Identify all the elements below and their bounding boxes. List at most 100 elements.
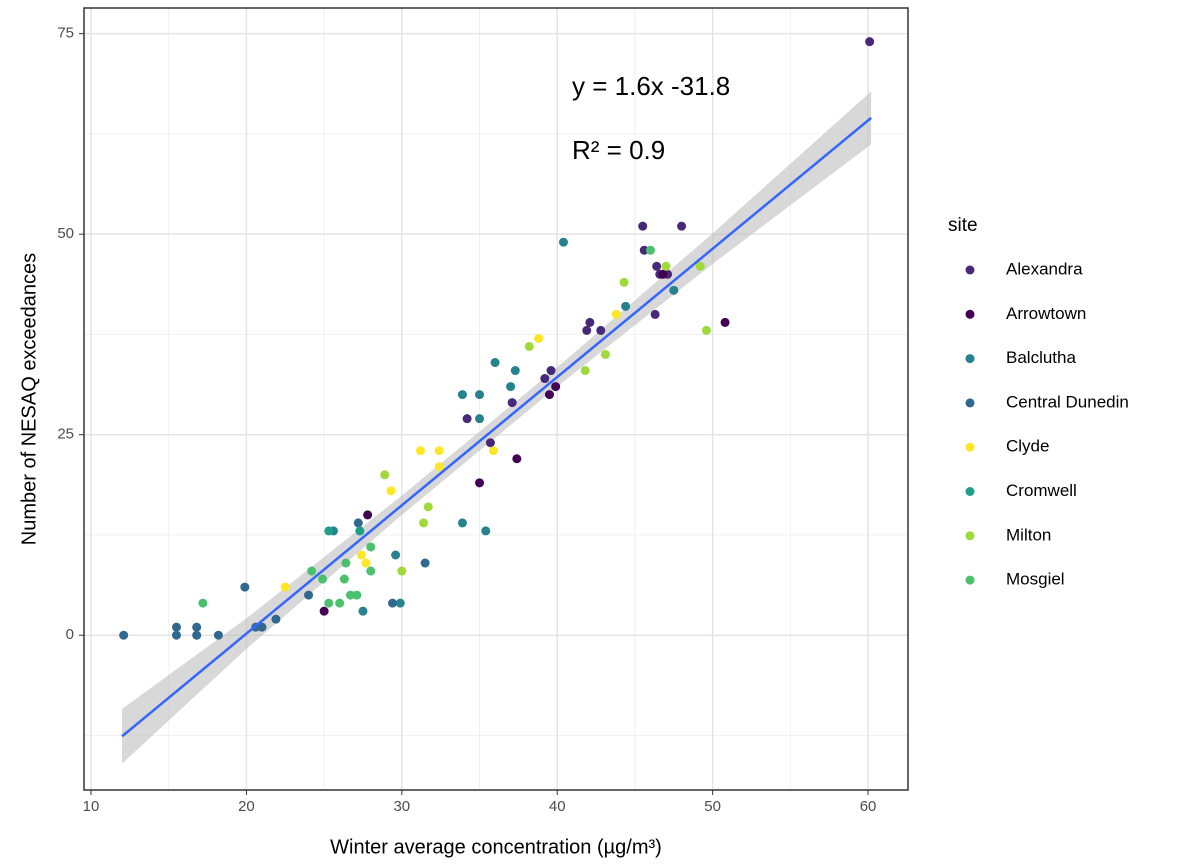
point xyxy=(171,630,181,640)
point xyxy=(534,333,544,343)
point xyxy=(346,590,356,600)
point xyxy=(600,349,610,359)
point xyxy=(356,550,366,560)
point xyxy=(213,630,223,640)
point xyxy=(391,550,401,560)
point xyxy=(335,598,345,608)
point xyxy=(198,598,208,608)
legend-label: Clyde xyxy=(1006,437,1049,456)
point xyxy=(419,518,429,528)
point xyxy=(677,221,687,231)
legend-marker xyxy=(965,398,975,408)
point xyxy=(580,366,590,376)
point xyxy=(661,261,671,271)
point xyxy=(423,502,433,512)
legend-marker xyxy=(965,531,975,541)
point xyxy=(395,598,405,608)
x-tick-label: 10 xyxy=(83,798,100,815)
point xyxy=(489,446,499,456)
point xyxy=(387,598,397,608)
point xyxy=(280,582,290,592)
point xyxy=(551,382,561,392)
point xyxy=(192,630,202,640)
point xyxy=(639,245,649,255)
point xyxy=(558,237,568,247)
point xyxy=(695,261,705,271)
point xyxy=(324,598,334,608)
point xyxy=(506,382,516,392)
point xyxy=(257,622,267,632)
point xyxy=(475,390,485,400)
legend-marker xyxy=(965,309,975,319)
point xyxy=(619,277,629,287)
point xyxy=(304,590,314,600)
legend-marker xyxy=(965,442,975,452)
point xyxy=(462,414,472,424)
y-tick-label: 25 xyxy=(57,426,74,443)
point xyxy=(192,622,202,632)
legend-label: Mosgiel xyxy=(1006,570,1065,589)
point xyxy=(596,325,606,335)
x-axis-title: Winter average concentration (µg/m³) xyxy=(330,836,662,858)
legend-label: Alexandra xyxy=(1006,259,1083,278)
point xyxy=(512,454,522,464)
point xyxy=(457,390,467,400)
point xyxy=(119,630,129,640)
legend-marker xyxy=(965,354,975,364)
point xyxy=(865,37,875,47)
point xyxy=(507,398,517,408)
point xyxy=(341,558,351,568)
point xyxy=(546,366,556,376)
point xyxy=(358,606,368,616)
legend-label: Cromwell xyxy=(1006,481,1077,500)
point xyxy=(720,317,730,327)
annotation: y = 1.6x -31.8 xyxy=(572,71,730,101)
point xyxy=(611,309,621,319)
y-tick-label: 0 xyxy=(66,626,74,643)
point xyxy=(485,438,495,448)
point xyxy=(363,510,373,520)
y-tick-label: 50 xyxy=(57,225,74,242)
point xyxy=(318,574,328,584)
point xyxy=(650,309,660,319)
point xyxy=(669,285,679,295)
legend-label: Arrowtown xyxy=(1006,304,1086,323)
x-tick-label: 20 xyxy=(238,798,255,815)
fit-line xyxy=(121,116,872,738)
point xyxy=(540,374,550,384)
point xyxy=(319,606,329,616)
legend-marker xyxy=(965,265,975,275)
point xyxy=(701,325,711,335)
point xyxy=(658,269,668,279)
x-tick-label: 50 xyxy=(704,798,721,815)
plot-border xyxy=(83,7,909,791)
point xyxy=(355,526,365,536)
point xyxy=(352,590,362,600)
point xyxy=(171,622,181,632)
point xyxy=(366,566,376,576)
point xyxy=(380,470,390,480)
point xyxy=(386,486,396,496)
point xyxy=(271,614,281,624)
point xyxy=(307,566,317,576)
point xyxy=(524,341,534,351)
point xyxy=(457,518,467,528)
point xyxy=(397,566,407,576)
point xyxy=(585,317,595,327)
y-axis-title: Number of NESAQ exceedances xyxy=(18,253,40,545)
point xyxy=(481,526,491,536)
point xyxy=(420,558,430,568)
x-tick-label: 30 xyxy=(393,798,410,815)
point xyxy=(434,446,444,456)
x-tick-label: 40 xyxy=(549,798,566,815)
x-tick-label: 60 xyxy=(860,798,877,815)
annotation: R² = 0.9 xyxy=(572,135,665,165)
point xyxy=(638,221,648,231)
point xyxy=(240,582,250,592)
point xyxy=(645,245,655,255)
point xyxy=(361,558,371,568)
point xyxy=(490,358,500,368)
point xyxy=(582,325,592,335)
